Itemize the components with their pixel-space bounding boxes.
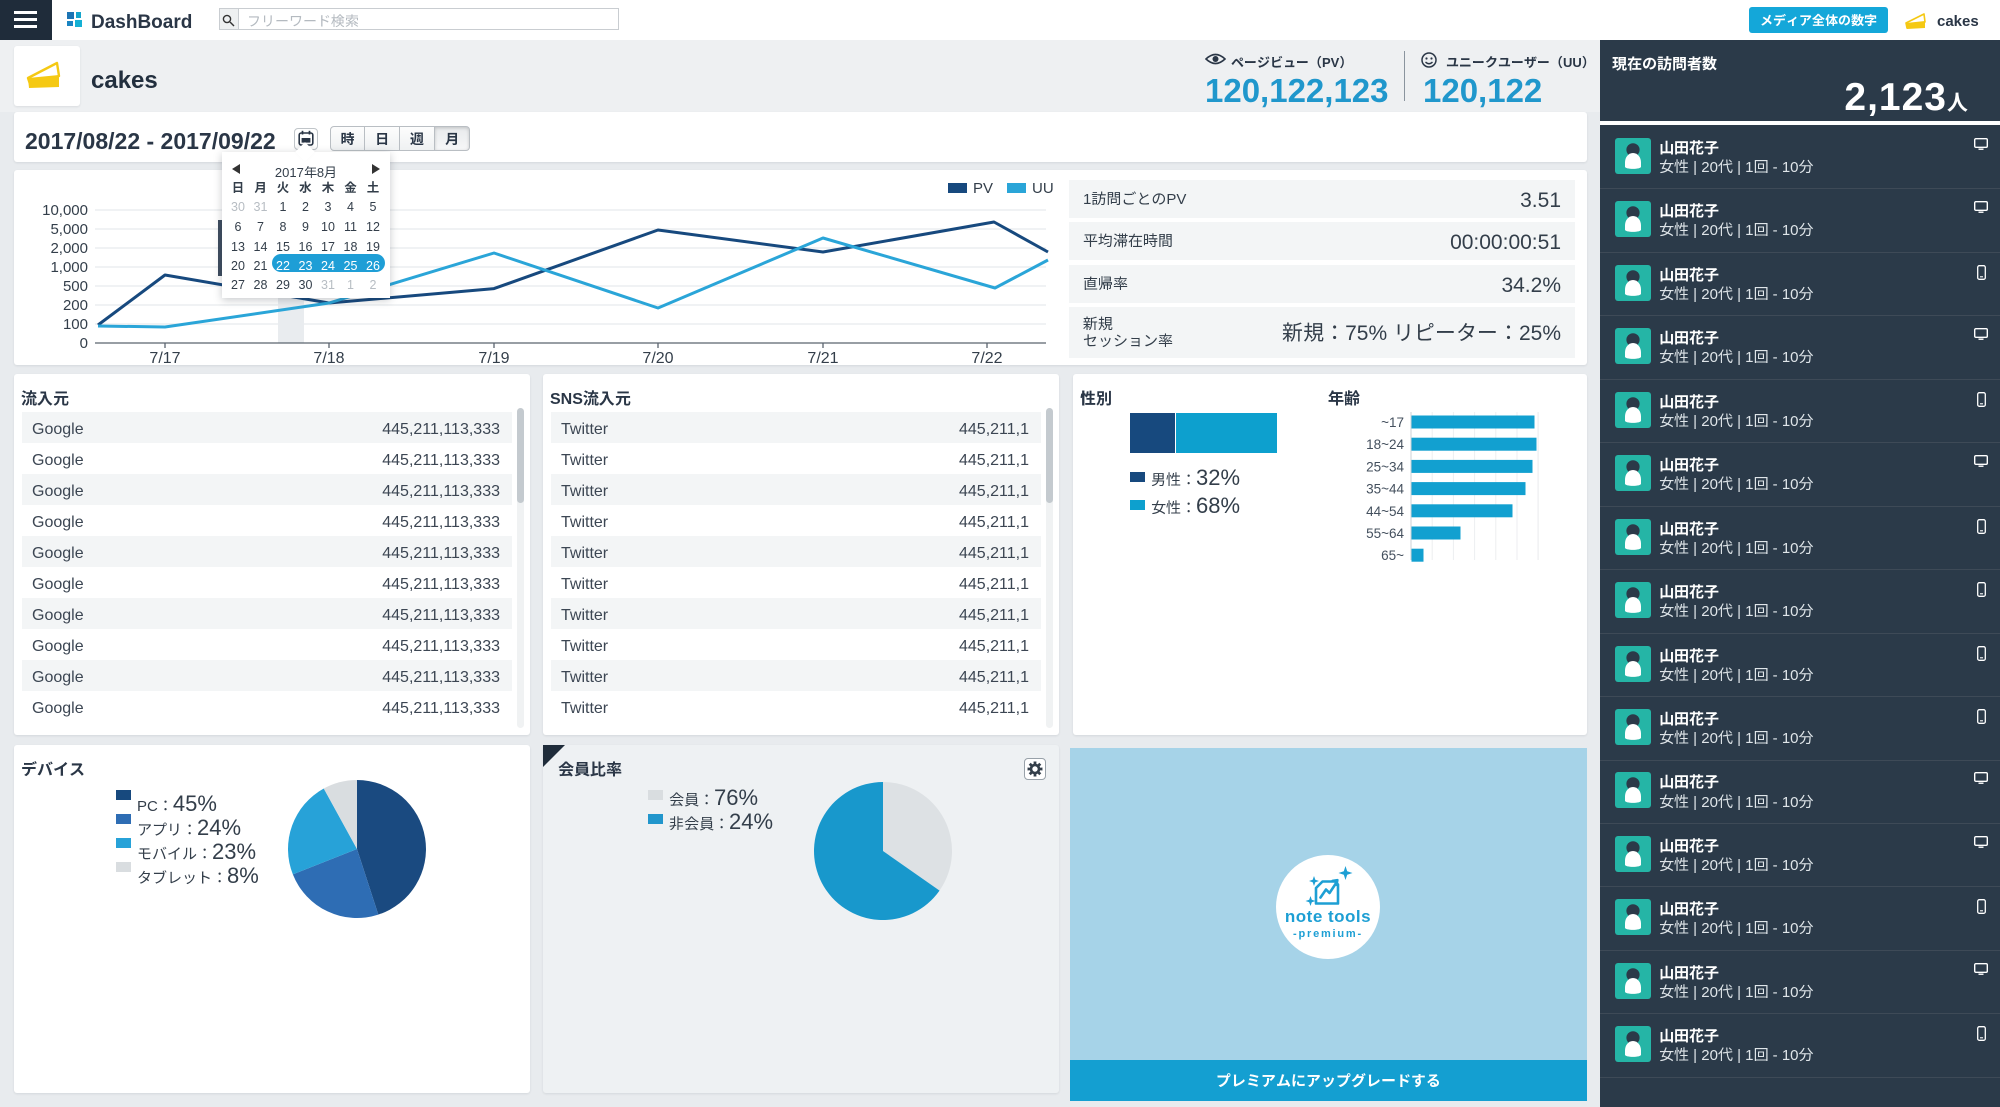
svg-text:note tools: note tools xyxy=(1285,902,1371,927)
svg-text:7/18: 7/18 xyxy=(313,344,344,365)
svg-text:2,000: 2,000 xyxy=(50,237,88,258)
svg-text:PV: PV xyxy=(973,177,993,198)
svg-text:10,000: 10,000 xyxy=(42,199,88,220)
svg-text:500: 500 xyxy=(63,275,88,296)
svg-text:55~64: 55~64 xyxy=(1366,522,1404,542)
svg-text:44~54: 44~54 xyxy=(1366,500,1404,520)
svg-text:25~34: 25~34 xyxy=(1366,455,1404,475)
svg-text:7/17: 7/17 xyxy=(149,344,180,365)
svg-text:35~44: 35~44 xyxy=(1366,478,1404,498)
svg-text:~17: ~17 xyxy=(1381,411,1404,431)
svg-text:7/22: 7/22 xyxy=(971,344,1002,365)
svg-text:5,000: 5,000 xyxy=(50,218,88,239)
svg-text:1,000: 1,000 xyxy=(50,256,88,277)
svg-text:18~24: 18~24 xyxy=(1366,433,1404,453)
svg-text:7/20: 7/20 xyxy=(642,344,673,365)
svg-text:7/21: 7/21 xyxy=(807,344,838,365)
svg-text:7/19: 7/19 xyxy=(478,344,509,365)
svg-text:-premium-: -premium- xyxy=(1293,925,1363,941)
svg-text:UU: UU xyxy=(1032,177,1054,198)
svg-text:0: 0 xyxy=(80,332,88,353)
svg-text:65~: 65~ xyxy=(1381,544,1404,564)
svg-text:200: 200 xyxy=(63,294,88,315)
svg-text:100: 100 xyxy=(63,313,88,334)
